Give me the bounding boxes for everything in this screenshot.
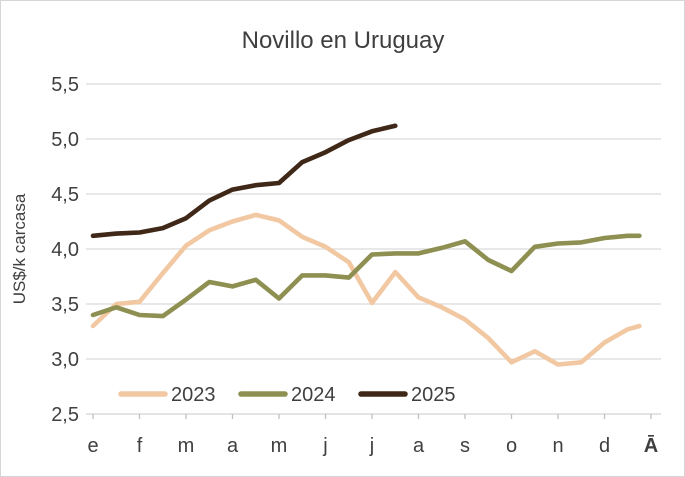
x-tick-label: n [552, 435, 563, 457]
x-tick-label: j [322, 435, 327, 457]
x-tick-label: Ā [644, 435, 658, 457]
series-line-2025 [90, 123, 398, 239]
y-tick-label: 4,0 [51, 239, 79, 261]
series-line-2023 [90, 212, 642, 367]
x-tick-label: j [369, 435, 374, 457]
x-tick-label: o [506, 435, 517, 457]
y-tick-label: 3,0 [51, 349, 79, 371]
y-axis-title: US$/k carcasa [10, 193, 29, 304]
y-tick-label: 4,5 [51, 184, 79, 206]
y-axis-tick-labels: 5,5 5,0 4,5 4,0 3,5 3,0 2,5 [51, 74, 79, 426]
x-tick-label: a [413, 435, 425, 457]
legend-label-2025: 2025 [411, 384, 456, 406]
x-tick-label: s [460, 435, 470, 457]
x-tick-label: m [271, 435, 288, 457]
y-tick-label: 5,5 [51, 74, 79, 96]
y-tick-label: 5,0 [51, 129, 79, 151]
series-line-2024 [90, 233, 642, 319]
x-tick-label: e [87, 435, 98, 457]
legend-label-2023: 2023 [171, 384, 216, 406]
x-tick-label: d [599, 435, 610, 457]
y-tick-label: 3,5 [51, 294, 79, 316]
chart-title: Novillo en Uruguay [242, 27, 445, 54]
legend: 2023 2024 2025 [118, 384, 456, 406]
series-lines [90, 123, 642, 367]
y-tick-label: 2,5 [51, 404, 79, 426]
x-tick-label: f [137, 435, 143, 457]
x-tick-label: a [227, 435, 239, 457]
x-tick-label: m [178, 435, 195, 457]
legend-label-2024: 2024 [291, 384, 336, 406]
